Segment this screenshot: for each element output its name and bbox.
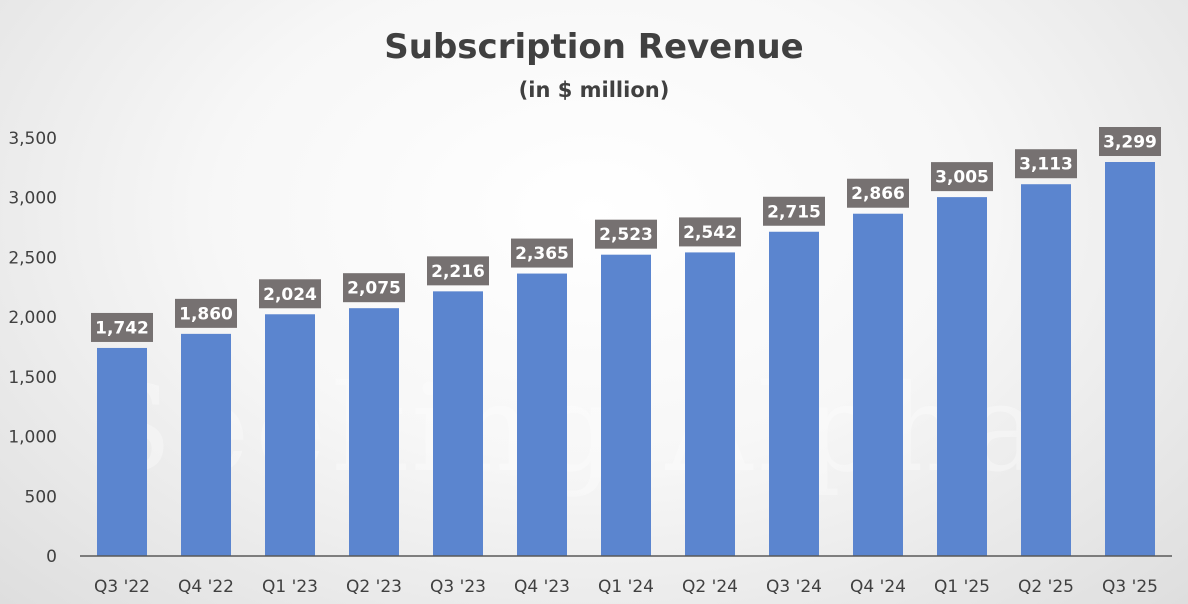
x-tick-label: Q3 '23 <box>430 577 486 597</box>
bar <box>601 254 651 557</box>
bar <box>853 213 903 556</box>
x-tick-label: Q3 '25 <box>1102 577 1158 597</box>
x-tick-label: Q2 '24 <box>682 577 738 597</box>
x-tick-label: Q1 '25 <box>934 577 990 597</box>
chart-title: Subscription Revenue <box>384 27 803 67</box>
bar <box>1105 162 1155 557</box>
bar <box>685 252 735 556</box>
bar <box>1021 184 1071 556</box>
data-labels: 1,742 1,860 2,024 2,075 2,216 2,365 2,523 2,542… <box>91 127 1161 342</box>
x-tick-label: Q1 '24 <box>598 577 654 597</box>
data-label: 1,860 <box>179 304 233 324</box>
chart-subtitle: (in $ million) <box>519 78 670 102</box>
data-label: 2,075 <box>347 279 401 299</box>
data-label-box <box>91 312 153 342</box>
bar <box>433 291 483 556</box>
data-label-box <box>175 298 237 328</box>
bar <box>517 273 567 556</box>
data-label-box <box>259 279 321 309</box>
x-tick-label: Q2 '25 <box>1018 577 1074 597</box>
data-label: 2,542 <box>683 223 737 243</box>
data-label: 2,365 <box>515 244 569 264</box>
data-label: 3,113 <box>1019 155 1073 175</box>
x-tick-label: Q4 '24 <box>850 577 906 597</box>
data-label-box <box>679 217 741 247</box>
y-tick-label: 1,000 <box>8 428 57 448</box>
x-tick-label: Q4 '22 <box>178 577 234 597</box>
y-tick-label: 2,500 <box>8 248 57 268</box>
x-tick-label: Q4 '23 <box>514 577 570 597</box>
data-label-box <box>763 196 825 226</box>
data-label: 3,299 <box>1103 133 1157 153</box>
y-tick-label: 500 <box>25 487 57 507</box>
bar <box>769 231 819 556</box>
bar <box>349 308 399 556</box>
bar-series <box>97 162 1155 557</box>
data-label-box <box>847 178 909 208</box>
data-label: 2,866 <box>851 184 905 204</box>
bar <box>937 197 987 557</box>
bar <box>181 333 231 556</box>
data-label: 2,216 <box>431 262 485 282</box>
y-tick-label: 1,500 <box>8 368 57 388</box>
y-tick-label: 2,000 <box>8 308 57 328</box>
data-label: 2,715 <box>767 202 821 222</box>
x-tick-label: Q1 '23 <box>262 577 318 597</box>
x-tick-label: Q2 '23 <box>346 577 402 597</box>
x-tick-label: Q3 '24 <box>766 577 822 597</box>
data-label-box <box>427 256 489 286</box>
y-tick-label: 0 <box>46 547 57 567</box>
y-tick-label: 3,000 <box>8 189 57 209</box>
y-axis: 0 500 1,000 1,500 2,000 2,500 3,000 3,500 <box>8 129 57 567</box>
data-label-box <box>595 219 657 249</box>
data-label-box <box>511 238 573 268</box>
x-axis: Q3 '22 Q4 '22 Q1 '23 Q2 '23 Q3 '23 Q4 '23 Q1 '… <box>94 577 1158 597</box>
y-tick-label: 3,500 <box>8 129 57 149</box>
data-label-box <box>1099 127 1161 157</box>
bar <box>265 314 315 556</box>
data-label: 1,742 <box>95 318 149 338</box>
data-label: 3,005 <box>935 168 989 188</box>
data-label: 2,024 <box>263 285 317 305</box>
data-label-box <box>931 162 993 192</box>
data-label-box <box>343 273 405 303</box>
x-tick-label: Q3 '22 <box>94 577 150 597</box>
data-label-box <box>1015 149 1077 179</box>
data-label: 2,523 <box>599 225 653 245</box>
bar <box>97 347 147 556</box>
